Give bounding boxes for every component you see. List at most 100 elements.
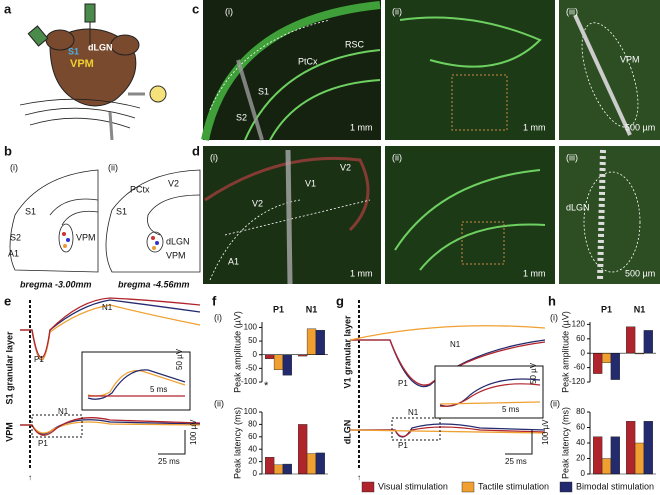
category-label: P1 [273, 304, 284, 314]
scale-label: 50 µV [175, 348, 184, 370]
bar [601, 353, 612, 364]
bar [315, 452, 325, 475]
scale-label: 500 µm [625, 122, 655, 132]
category-label: N1 [306, 304, 318, 314]
region-label: dLGN [88, 42, 113, 52]
y-tick-label: 60 [248, 432, 257, 441]
sub-label: (ii) [550, 398, 560, 408]
region-label: S1 [116, 206, 127, 216]
scale-label: 5 ms [150, 385, 167, 394]
sub-label: (ii) [214, 398, 224, 408]
bar [643, 330, 653, 354]
y-tick-label: 100 [244, 407, 258, 416]
y-axis-label: Peak latency (ms) [560, 407, 570, 479]
bar [273, 464, 284, 475]
region-label: RSC [345, 39, 365, 49]
scale-label: 100 µV [541, 419, 550, 445]
y-tick-label: 80 [576, 407, 585, 416]
bar [265, 354, 275, 360]
peak-label: N1 [450, 340, 461, 349]
panel-label: h [548, 293, 556, 308]
inset-traces [439, 378, 541, 407]
peak-label: N1 [408, 408, 419, 417]
bar [626, 326, 636, 354]
inset-region [391, 417, 441, 441]
y-tick-label: 0 [581, 469, 586, 478]
panel-label: d [192, 143, 200, 158]
region-label: A1 [228, 256, 239, 266]
panel-label: e [4, 293, 11, 308]
region-label: VPM [76, 232, 96, 242]
y-axis-label: Peak amplitude (µV) [560, 311, 570, 393]
sub-label: (i) [210, 152, 218, 162]
bar [634, 442, 645, 475]
atlas-sections [9, 169, 201, 273]
scale-label: 500 µm [625, 268, 655, 278]
y-tick-label: 100 [244, 323, 258, 332]
peak-label: N1 [102, 303, 113, 312]
scale-label: 1 mm [523, 122, 546, 132]
region-label: S1 [68, 46, 79, 56]
stim-arrow: ↑ [28, 473, 32, 482]
y-tick-label: -60 [573, 363, 585, 372]
bar [306, 453, 317, 475]
bar [593, 353, 603, 374]
bar [626, 421, 636, 475]
panel-label: f [212, 293, 217, 308]
traces [349, 325, 546, 438]
stim-arrow: ↑ [357, 473, 361, 482]
category-label: N1 [634, 304, 646, 314]
y-tick-label: 50 [248, 336, 257, 345]
region-label: V2 [168, 178, 179, 188]
bar [298, 424, 308, 475]
scale-label: 50 µV [529, 362, 538, 384]
region-label: VPM [70, 58, 94, 70]
bar [282, 354, 292, 376]
region-label: S2 [10, 232, 21, 242]
legend-label: Tactile stimulation [478, 481, 549, 491]
legend-label: Visual stimulation [378, 481, 448, 491]
scale-label: 1 mm [350, 122, 373, 132]
micrograph [559, 0, 660, 140]
bar [265, 457, 275, 475]
sub-label: (iii) [566, 6, 578, 16]
peak-label: P1 [34, 355, 44, 364]
bar [306, 328, 317, 355]
bar [282, 463, 292, 475]
micrograph [559, 146, 660, 284]
legend-swatch [461, 481, 475, 493]
sub-label: (ii) [108, 162, 118, 172]
bar [601, 458, 612, 475]
legend-swatch [559, 481, 573, 493]
y-tick-label: 60 [576, 423, 585, 432]
y-tick-label: 80 [248, 420, 257, 429]
sub-label: (i) [225, 6, 233, 16]
bregma: bregma -3.00mm [20, 279, 92, 289]
region-label: V2 [252, 198, 263, 208]
trace-label: dLGN [342, 420, 352, 445]
y-tick-label: 0 [581, 348, 586, 357]
y-tick-label: 20 [576, 454, 585, 463]
bregma: bregma -4.56mm [118, 279, 190, 289]
panel-label: c [192, 1, 199, 16]
bar [315, 329, 325, 355]
y-tick-label: 0 [253, 350, 258, 359]
bar [273, 354, 284, 370]
scale-label: 25 ms [158, 457, 180, 466]
scale-label: 1 mm [350, 268, 373, 278]
inset-traces [87, 369, 186, 400]
sub-label: (ii) [392, 152, 402, 162]
y-axis-label: Peak amplitude (µV) [232, 311, 242, 393]
bar [643, 421, 653, 475]
micrograph [385, 0, 555, 140]
scale-label: 25 ms [505, 457, 527, 466]
trace-label: S1 granular layer [4, 331, 14, 405]
bar [593, 436, 603, 475]
sub-label: (iii) [566, 152, 578, 162]
y-tick-label: -120 [569, 377, 586, 386]
y-tick-label: 120 [572, 320, 586, 329]
scale-label: 1 mm [523, 268, 546, 278]
y-axis-label: Peak latency (ms) [232, 407, 242, 479]
y-tick-label: 40 [576, 438, 585, 447]
region-label: A1 [8, 248, 19, 258]
